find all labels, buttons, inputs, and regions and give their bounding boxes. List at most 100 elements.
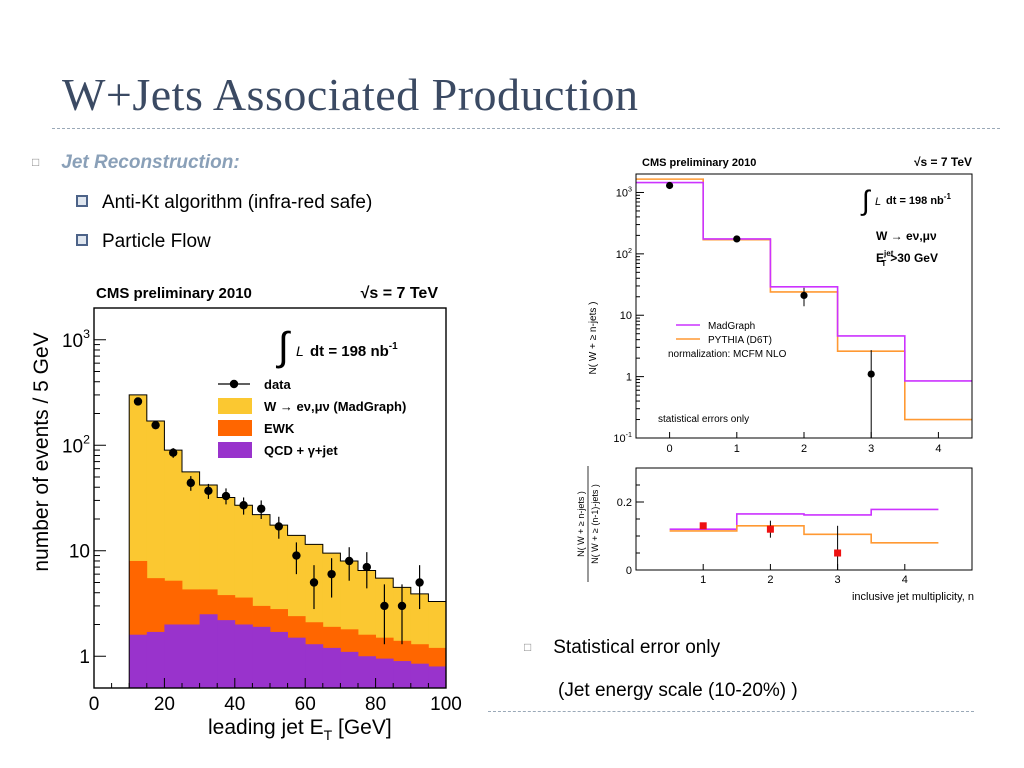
stack-outline xyxy=(128,394,447,688)
sub-bullet-text: Particle Flow xyxy=(102,231,211,252)
data-point xyxy=(327,569,336,579)
legend-data-marker xyxy=(229,379,239,389)
data-point xyxy=(380,601,389,611)
x-tick-label: 3 xyxy=(868,443,874,455)
x-tick-label: 4 xyxy=(935,443,941,455)
bullet-heading-text: Jet Reconstruction: xyxy=(61,152,240,173)
data-point xyxy=(345,556,354,566)
x-tick-label: 1 xyxy=(700,574,706,586)
chart-header-right: √s = 7 TeV xyxy=(914,155,972,169)
stack-bar-qcd xyxy=(287,637,306,688)
x-tick-label: 1 xyxy=(734,443,740,455)
note-line-2: (Jet energy scale (10-20%) ) xyxy=(558,680,798,701)
bullet-jet-reconstruction: □ Jet Reconstruction: xyxy=(32,152,240,174)
data-point xyxy=(834,549,842,557)
stack-bar-qcd xyxy=(375,658,394,688)
legend-label: EWK xyxy=(264,421,295,436)
plot-frame xyxy=(635,467,973,571)
x-tick-label: 20 xyxy=(154,694,175,715)
x-tick-label: 0 xyxy=(89,694,100,715)
stack-bar-qcd xyxy=(252,626,271,688)
x-tick-label: 4 xyxy=(902,574,908,586)
lumi-label: dt = 198 nb-1 xyxy=(310,341,398,360)
chart-header-right: √s = 7 TeV xyxy=(361,285,439,302)
legend-label: PYTHIA (D6T) xyxy=(708,335,772,346)
series-line-pythia xyxy=(669,525,939,544)
x-tick-label: 40 xyxy=(224,694,245,715)
ratio-numerator-label: N( W + ≥ n-jets ) xyxy=(576,491,586,557)
jet-ratio-chart: 1 2 3 4 0 0.2 N( W + ≥ n-jets ) N( W + ≥ (n-1… xyxy=(576,466,974,603)
filled-square-bullet-icon xyxy=(76,195,88,207)
legend-label: MadGraph xyxy=(708,321,755,332)
legend-swatch xyxy=(218,420,252,436)
data-point xyxy=(362,562,371,572)
stack-bar-qcd xyxy=(428,666,447,688)
slide-title: W+Jets Associated Production xyxy=(62,69,639,120)
legend-note: normalization: MCFM NLO xyxy=(668,349,787,360)
y-tick-label: 1 xyxy=(79,647,90,668)
x-tick-label: 0 xyxy=(667,443,673,455)
stack-bar-qcd xyxy=(129,634,148,688)
data-point xyxy=(666,181,674,190)
x-tick-label: 80 xyxy=(365,694,386,715)
legend-label: QCD + γ+jet xyxy=(264,443,338,458)
lumi-L-symbol: L xyxy=(296,343,304,359)
y-tick-label: 10-1 xyxy=(613,431,632,445)
x-tick-label: 100 xyxy=(430,694,462,715)
data-point xyxy=(257,504,266,513)
data-point xyxy=(169,448,178,457)
stack-bar-qcd xyxy=(305,644,324,688)
stack-bar-qcd xyxy=(410,663,429,688)
stack-bar-qcd xyxy=(322,647,341,688)
stack-bar-qcd xyxy=(234,624,253,688)
legend-label: W → eν,μν (MadGraph) xyxy=(264,399,406,414)
data-point xyxy=(204,486,213,496)
data-point xyxy=(239,501,248,510)
x-tick-label: 3 xyxy=(835,574,841,586)
stack-bar-qcd xyxy=(146,631,165,688)
stack-bar-qcd xyxy=(182,624,200,688)
x-axis-label: leading jet ET [GeV] xyxy=(208,716,392,743)
sub-bullet-anti-kt: Anti-Kt algorithm (infra-red safe) xyxy=(76,192,372,214)
jet-cut-label: Ejet T >30 GeV xyxy=(876,249,938,268)
x-tick-label: 2 xyxy=(767,574,773,586)
x-tick-label: 2 xyxy=(801,443,807,455)
ratio-denominator-label: N( W + ≥ (n-1)-jets ) xyxy=(590,484,600,564)
stack-bar-qcd xyxy=(340,651,359,688)
sub-bullet-particle-flow: Particle Flow xyxy=(76,231,211,253)
data-point xyxy=(186,478,195,488)
y-tick-label: 1 xyxy=(626,372,632,384)
filled-square-bullet-icon xyxy=(76,234,88,246)
chart-header-left: CMS preliminary 2010 xyxy=(642,157,756,169)
data-point xyxy=(733,235,741,243)
stack-bar-qcd xyxy=(217,620,236,688)
legend-swatch xyxy=(218,398,252,414)
y-tick-label: 10 xyxy=(620,310,632,322)
data-point xyxy=(274,522,283,531)
y-tick-label: 10 xyxy=(69,542,90,563)
stack-bar-qcd xyxy=(199,614,218,688)
data-point xyxy=(867,370,875,378)
jet-multiplicity-chart: CMS preliminary 2010 √s = 7 TeV 0 1 2 3 4 10-… xyxy=(588,155,973,455)
title-divider xyxy=(52,128,1000,129)
note-statistical-error: □ Statistical error only xyxy=(524,637,720,659)
process-label: W → eν,μν xyxy=(876,229,937,243)
hollow-square-bullet-icon: □ xyxy=(524,640,532,654)
lumi-integral-icon: ∫ xyxy=(276,325,292,369)
lumi-label: dt = 198 nb-1 xyxy=(886,192,951,207)
y-tick-label: 103 xyxy=(616,186,632,200)
data-point xyxy=(133,397,143,406)
data-point xyxy=(397,601,407,611)
stack-bar-qcd xyxy=(164,624,183,688)
data-point xyxy=(151,420,160,430)
x-tick-label: 60 xyxy=(295,694,316,715)
y-tick-label: 102 xyxy=(616,247,632,261)
sub-bullet-text: Anti-Kt algorithm (infra-red safe) xyxy=(102,192,373,213)
data-point xyxy=(309,578,319,587)
legend-swatch xyxy=(218,442,252,458)
note-jet-energy-scale: (Jet energy scale (10-20%) ) xyxy=(558,680,798,702)
stack-bar-qcd xyxy=(358,656,376,688)
y-tick-label: 103 xyxy=(62,327,90,352)
series-line-madgraph xyxy=(636,181,972,382)
chart-header-left: CMS preliminary 2010 xyxy=(96,285,252,302)
